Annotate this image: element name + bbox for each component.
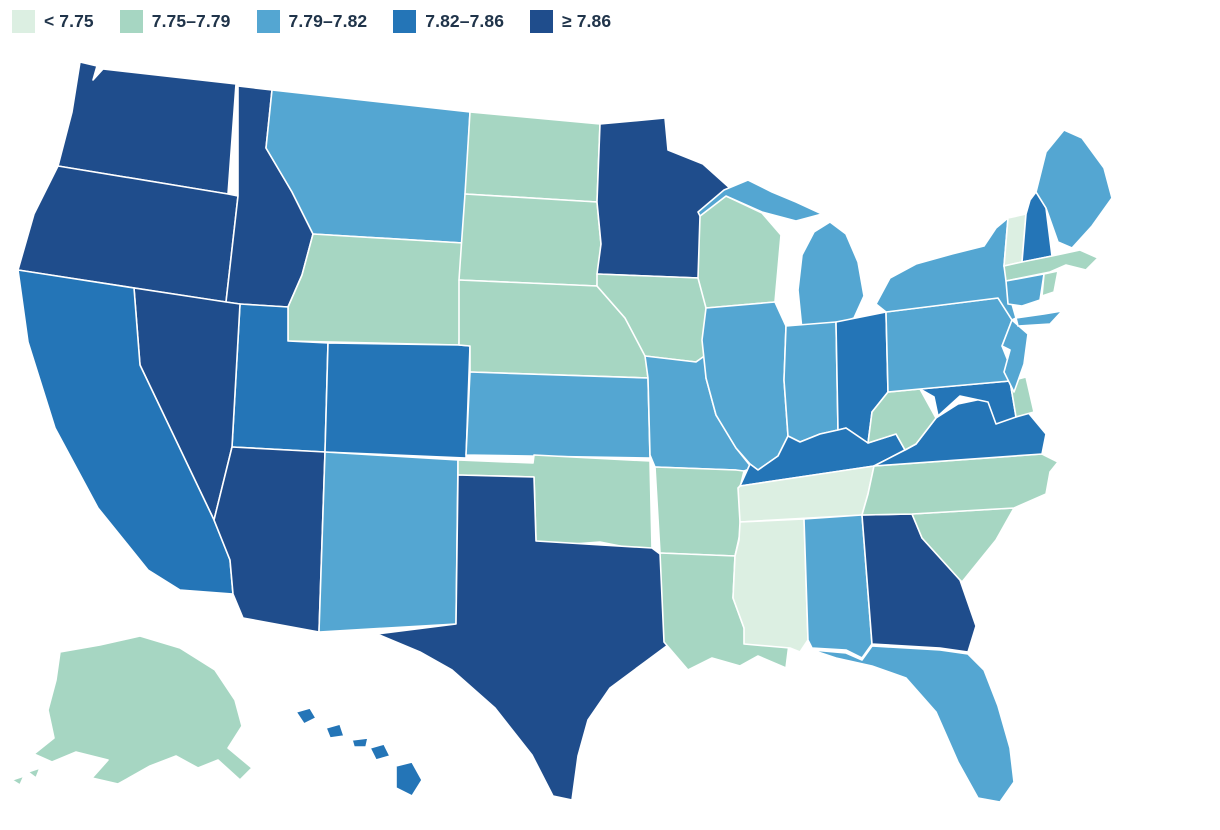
state-WA[interactable] [57,61,237,195]
legend-label-bin-3: 7.82–7.86 [425,11,505,31]
state-AZ[interactable] [213,446,326,633]
state-KS[interactable] [465,371,651,459]
state-AK[interactable] [11,635,253,786]
state-ND[interactable] [464,111,601,203]
state-CT[interactable] [1005,273,1045,307]
legend-swatch-bin-4 [530,10,554,33]
state-NC[interactable] [861,453,1059,516]
legend-item-bin-4: ≥ 7.86 [530,10,611,33]
legend-label-bin-2: 7.79–7.82 [288,11,368,31]
legend-swatch-bin-2 [256,10,280,33]
state-ME[interactable] [1035,129,1113,249]
state-MS[interactable] [732,518,809,653]
legend-swatch-bin-0 [12,10,35,33]
state-WY[interactable] [287,233,464,346]
legend-swatch-bin-1 [119,10,143,33]
legend-item-bin-1: 7.75–7.79 [119,10,231,33]
state-CO[interactable] [324,342,471,459]
legend-item-bin-0: < 7.75 [12,10,94,33]
state-AL[interactable] [803,514,873,659]
state-RI[interactable] [1041,270,1059,297]
state-WV[interactable] [867,388,937,451]
state-IN[interactable] [783,321,839,443]
state-NM[interactable] [318,451,459,633]
state-PA[interactable] [885,297,1015,393]
state-AR[interactable] [654,466,745,557]
legend-swatch-bin-3 [393,10,417,33]
legend-item-bin-3: 7.82–7.86 [393,10,504,33]
state-TX[interactable] [376,474,673,801]
legend-label-bin-1: 7.75–7.79 [151,11,231,31]
state-FL[interactable] [811,645,1015,803]
state-NJ[interactable] [1001,319,1029,393]
legend-item-bin-2: 7.79–7.82 [256,10,368,33]
state-SD[interactable] [458,193,602,287]
map-legend: < 7.75 7.75–7.79 7.79–7.82 7.82–7.86 ≥ 7… [12,10,611,33]
legend-label-bin-0: < 7.75 [44,11,94,31]
state-CA[interactable] [17,269,234,595]
legend-label-bin-4: ≥ 7.86 [562,11,612,31]
state-HI[interactable] [295,707,423,797]
